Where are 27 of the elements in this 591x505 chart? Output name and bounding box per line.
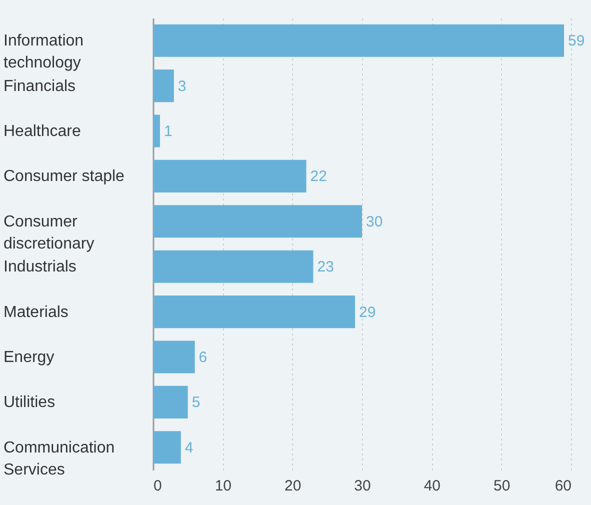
y-tick-label: Materials [4,304,68,321]
data-label: 4 [184,439,194,456]
data-label: 23 [317,258,334,276]
y-tick-label: Consumer staple [4,168,125,186]
y-tick-label: Industrials [4,258,76,276]
data-label: 3 [178,78,186,95]
data-label: 59 [568,32,585,50]
data-label: 30 [366,213,383,230]
y-tick-label: Utilities [4,394,56,412]
y-tick-label: Healthcare [4,123,81,140]
x-tick-label: 30 [354,478,371,494]
x-tick-label: 20 [284,478,302,494]
x-tick-label: 40 [424,478,441,494]
y-tick-label: Information technology [4,32,84,72]
y-tick-label: Financials [4,78,76,95]
y-tick-label: Consumer discretionary [4,213,94,252]
y-tick-label: Energy [4,349,54,366]
x-tick-label: 50 [493,478,510,494]
data-label: 6 [198,349,208,366]
data-label: 1 [164,123,172,140]
x-tick-label: 0 [154,478,162,494]
data-label: 29 [359,304,376,321]
x-tick-label: 10 [214,478,232,494]
x-tick-label: 60 [554,478,572,494]
y-tick-label: Communication Services [4,439,115,478]
data-label: 22 [310,168,327,186]
data-label: 5 [192,394,200,412]
